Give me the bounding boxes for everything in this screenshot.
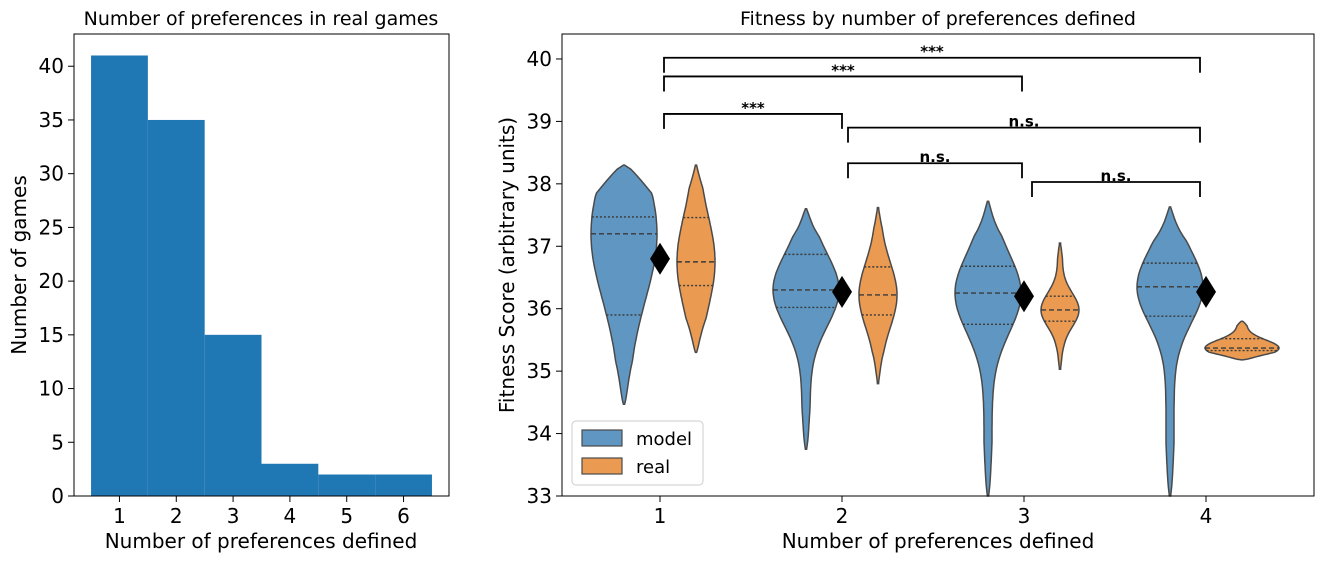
x-tick-label: 4 — [284, 504, 297, 528]
y-tick-label: 20 — [39, 269, 64, 293]
y-tick-label: 15 — [39, 323, 64, 347]
mean-marker — [1014, 280, 1034, 313]
violin-plot-area — [590, 164, 1280, 497]
histogram-bar — [375, 474, 432, 496]
histogram-title: Number of preferences in real games — [84, 8, 439, 30]
y-tick-label: 40 — [527, 47, 552, 71]
significance-bracket — [663, 56, 1201, 73]
real-violin — [1040, 242, 1080, 371]
x-tick-label: 1 — [113, 504, 126, 528]
significance-bracket — [663, 75, 1023, 92]
y-tick-label: 30 — [39, 162, 64, 186]
y-tick-label: 40 — [39, 54, 64, 78]
mean-marker — [832, 275, 852, 308]
y-tick-label: 37 — [527, 234, 552, 258]
significance-bracket — [847, 162, 1023, 179]
model-violin — [954, 200, 1022, 497]
significance-bracket — [847, 126, 1201, 143]
x-tick-label: 2 — [170, 504, 183, 528]
x-tick-label: 5 — [340, 504, 353, 528]
significance-label: n.s. — [1008, 113, 1039, 131]
y-tick-label: 25 — [39, 215, 64, 239]
real-violin — [1204, 320, 1280, 361]
x-tick-label: 4 — [1200, 504, 1213, 528]
significance-label: *** — [831, 61, 855, 79]
y-tick-label: 39 — [527, 109, 552, 133]
mean-marker — [650, 242, 670, 275]
histogram-frame — [73, 33, 450, 497]
violin-y-ticks: 33 34 35 36 37 38 39 40 — [527, 47, 562, 508]
x-tick-label: 6 — [397, 504, 410, 528]
significance-bracket — [663, 113, 843, 129]
violin-y-label: Fitness Score (arbitrary units) — [495, 117, 519, 413]
histogram-y-label: Number of games — [7, 175, 31, 355]
legend-label-real: real — [636, 457, 670, 478]
y-tick-label: 5 — [51, 430, 64, 454]
legend-swatch-model — [581, 429, 623, 447]
histogram-bars — [91, 55, 432, 496]
histogram-panel: Number of preferences in real games 0510… — [7, 8, 450, 553]
legend: model real — [571, 420, 704, 486]
histogram-bar — [318, 474, 376, 496]
mean-marker — [1196, 275, 1216, 308]
significance-label: *** — [741, 99, 765, 117]
y-tick-label: 38 — [527, 172, 552, 196]
x-tick-label: 3 — [227, 504, 240, 528]
x-tick-label: 1 — [654, 504, 667, 528]
model-violin — [590, 164, 658, 405]
y-tick-label: 33 — [527, 484, 552, 508]
x-tick-label: 3 — [1018, 504, 1031, 528]
legend-label-model: model — [636, 429, 692, 450]
legend-swatch-real — [581, 457, 623, 475]
real-violin — [676, 164, 716, 354]
significance-bracket — [1031, 181, 1201, 197]
y-tick-label: 34 — [527, 422, 552, 446]
significance-label: n.s. — [919, 148, 950, 166]
model-violin — [1136, 206, 1204, 497]
violin-title: Fitness by number of preferences defined — [740, 8, 1136, 30]
histogram-bar — [261, 463, 319, 496]
violin-panel: Fitness by number of preferences defined… — [495, 8, 1315, 553]
y-tick-label: 10 — [39, 377, 64, 401]
violin-x-label: Number of preferences defined — [782, 529, 1095, 553]
y-tick-label: 35 — [527, 359, 552, 383]
significance-label: n.s. — [1100, 167, 1131, 185]
histogram-bar — [91, 55, 148, 496]
significance-label: *** — [920, 43, 944, 61]
y-tick-label: 36 — [527, 297, 552, 321]
significance-annotations: *** *** *** n.s. n.s. n.s. — [663, 43, 1201, 197]
histogram-x-label: Number of preferences defined — [105, 529, 418, 553]
violin-x-ticks: 1 2 3 4 — [654, 496, 1213, 528]
histogram-x-ticks: 1 2 3 4 5 6 — [113, 496, 410, 528]
histogram-y-ticks: 0 5 10 15 20 25 30 35 40 — [39, 54, 74, 508]
y-tick-label: 0 — [51, 484, 64, 508]
histogram-bar — [147, 119, 205, 496]
model-violin — [772, 208, 840, 450]
violin-frame — [561, 33, 1315, 497]
x-tick-label: 2 — [836, 504, 849, 528]
histogram-bar — [204, 334, 262, 496]
y-tick-label: 35 — [39, 108, 64, 132]
